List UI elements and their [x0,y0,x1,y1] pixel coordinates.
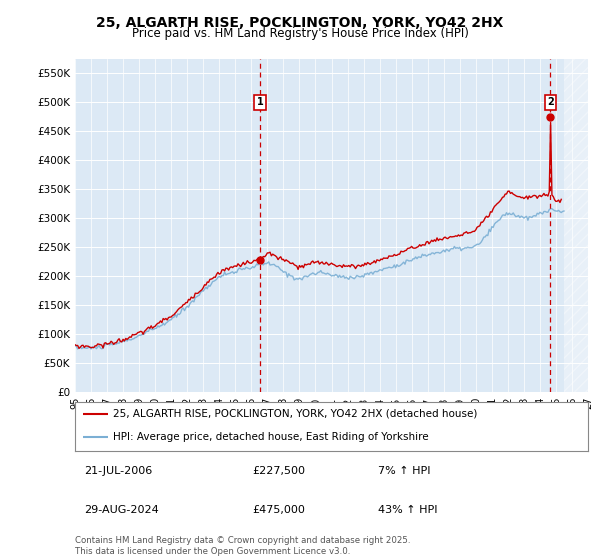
Text: Price paid vs. HM Land Registry's House Price Index (HPI): Price paid vs. HM Land Registry's House … [131,27,469,40]
Text: 25, ALGARTH RISE, POCKLINGTON, YORK, YO42 2HX: 25, ALGARTH RISE, POCKLINGTON, YORK, YO4… [97,16,503,30]
Text: 29-AUG-2024: 29-AUG-2024 [84,505,159,515]
Text: £227,500: £227,500 [252,466,305,476]
Bar [564,59,588,392]
Text: 1: 1 [257,97,263,108]
Text: Contains HM Land Registry data © Crown copyright and database right 2025.
This d: Contains HM Land Registry data © Crown c… [75,536,410,556]
Text: HPI: Average price, detached house, East Riding of Yorkshire: HPI: Average price, detached house, East… [113,432,429,442]
Text: 25, ALGARTH RISE, POCKLINGTON, YORK, YO42 2HX (detached house): 25, ALGARTH RISE, POCKLINGTON, YORK, YO4… [113,409,478,419]
Text: 2: 2 [547,97,554,108]
Text: £475,000: £475,000 [252,505,305,515]
Text: 7% ↑ HPI: 7% ↑ HPI [378,466,431,476]
Text: 21-JUL-2006: 21-JUL-2006 [84,466,152,476]
Text: 43% ↑ HPI: 43% ↑ HPI [378,505,437,515]
